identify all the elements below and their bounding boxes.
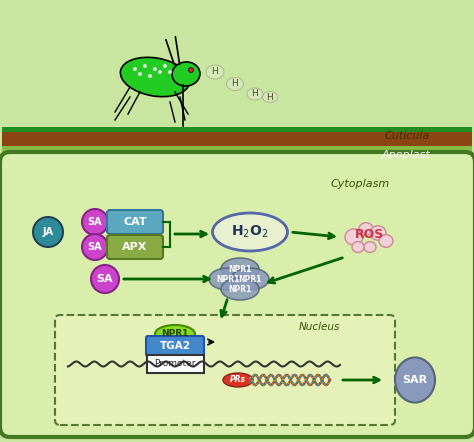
- FancyBboxPatch shape: [2, 129, 472, 147]
- Ellipse shape: [91, 265, 119, 293]
- Ellipse shape: [133, 67, 137, 71]
- Ellipse shape: [148, 74, 152, 78]
- Text: H: H: [252, 89, 258, 99]
- Text: NPR1: NPR1: [238, 274, 262, 283]
- FancyBboxPatch shape: [2, 146, 472, 164]
- Ellipse shape: [364, 242, 376, 252]
- Ellipse shape: [223, 373, 253, 387]
- Ellipse shape: [82, 209, 108, 235]
- Text: SAR: SAR: [402, 375, 428, 385]
- Text: JA: JA: [43, 227, 54, 237]
- Ellipse shape: [263, 91, 277, 103]
- Ellipse shape: [247, 88, 263, 100]
- Text: SA: SA: [97, 274, 113, 284]
- Text: Cuticula: Cuticula: [384, 131, 430, 141]
- FancyBboxPatch shape: [0, 152, 474, 437]
- Ellipse shape: [143, 64, 147, 68]
- Ellipse shape: [155, 325, 195, 343]
- Text: H: H: [211, 68, 219, 76]
- Ellipse shape: [379, 235, 393, 248]
- Text: PRs: PRs: [230, 376, 246, 385]
- Ellipse shape: [153, 67, 157, 71]
- Text: TGA2: TGA2: [159, 341, 191, 351]
- Text: Nucleus: Nucleus: [299, 322, 340, 332]
- Ellipse shape: [120, 57, 190, 97]
- Ellipse shape: [158, 70, 162, 74]
- Ellipse shape: [352, 242, 364, 252]
- Text: Promoter: Promoter: [154, 359, 196, 369]
- Ellipse shape: [33, 217, 63, 247]
- Ellipse shape: [221, 258, 259, 280]
- Text: Apoplast: Apoplast: [381, 150, 430, 160]
- Text: SA: SA: [88, 242, 102, 252]
- Ellipse shape: [168, 70, 172, 74]
- Text: SA: SA: [88, 217, 102, 227]
- Ellipse shape: [82, 234, 108, 260]
- Text: H: H: [266, 92, 273, 102]
- Text: APX: APX: [122, 242, 148, 252]
- Ellipse shape: [189, 68, 193, 72]
- Ellipse shape: [370, 226, 386, 240]
- Ellipse shape: [359, 223, 373, 235]
- Ellipse shape: [221, 278, 259, 300]
- Text: ROS: ROS: [356, 229, 384, 241]
- Ellipse shape: [172, 62, 200, 86]
- FancyBboxPatch shape: [55, 315, 395, 425]
- Text: NPR1: NPR1: [228, 285, 252, 293]
- FancyBboxPatch shape: [107, 210, 163, 234]
- Text: H: H: [232, 80, 238, 88]
- Ellipse shape: [227, 77, 244, 91]
- FancyBboxPatch shape: [146, 336, 204, 356]
- FancyBboxPatch shape: [147, 355, 204, 373]
- Ellipse shape: [163, 64, 167, 68]
- Text: NPR1: NPR1: [228, 264, 252, 274]
- Ellipse shape: [212, 213, 288, 251]
- Ellipse shape: [138, 72, 142, 76]
- Ellipse shape: [345, 229, 363, 245]
- Ellipse shape: [209, 268, 247, 290]
- FancyBboxPatch shape: [107, 235, 163, 259]
- Ellipse shape: [231, 268, 269, 290]
- Text: NPR1: NPR1: [216, 274, 240, 283]
- Text: Cytoplasm: Cytoplasm: [331, 179, 390, 189]
- Text: NPR1: NPR1: [161, 329, 189, 339]
- Ellipse shape: [395, 358, 435, 403]
- Ellipse shape: [206, 65, 224, 79]
- Text: H$_2$O$_2$: H$_2$O$_2$: [231, 224, 269, 240]
- FancyBboxPatch shape: [2, 127, 472, 132]
- Text: CAT: CAT: [123, 217, 147, 227]
